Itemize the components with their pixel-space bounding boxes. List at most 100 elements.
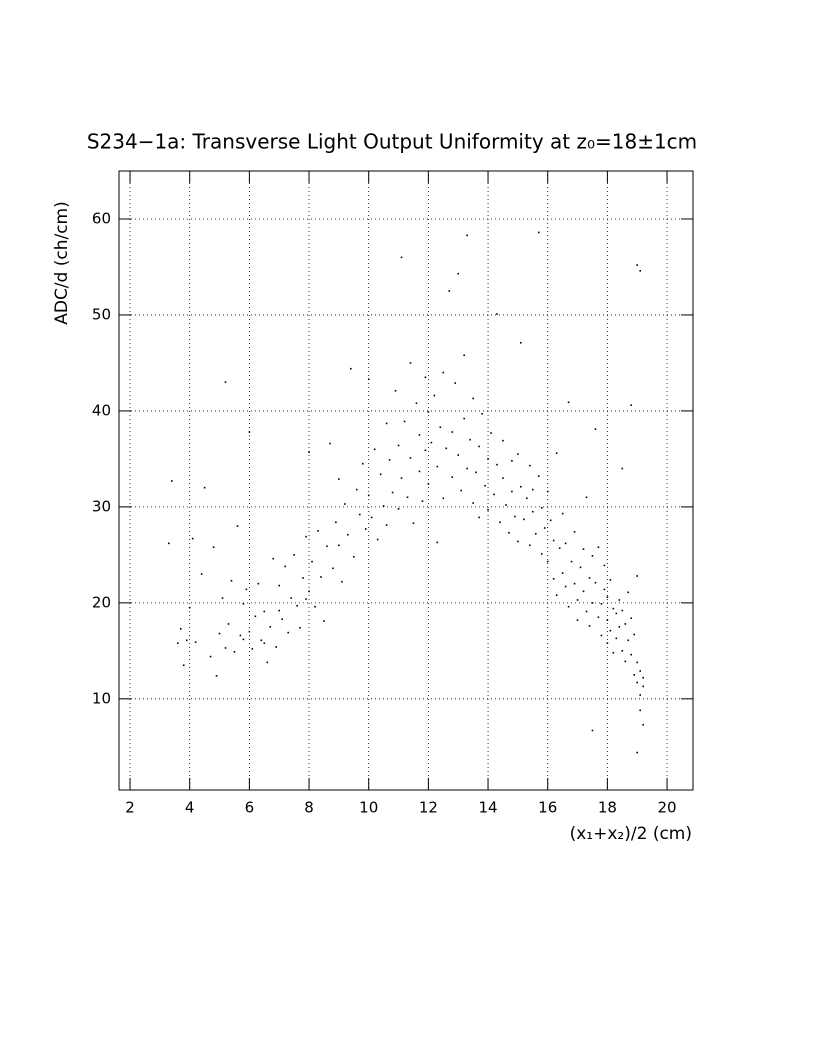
point xyxy=(612,651,615,654)
point xyxy=(472,502,474,504)
point xyxy=(260,639,263,642)
point xyxy=(636,681,639,684)
point xyxy=(582,590,585,593)
point xyxy=(242,638,245,641)
point xyxy=(496,463,498,466)
point xyxy=(463,417,465,420)
point xyxy=(540,507,543,509)
point xyxy=(329,442,331,445)
point xyxy=(511,460,513,462)
point xyxy=(293,554,295,556)
point xyxy=(427,483,430,485)
point xyxy=(305,598,307,600)
point xyxy=(275,646,278,648)
x-tick-label: 14 xyxy=(478,799,497,817)
point xyxy=(317,530,319,532)
point xyxy=(520,485,522,488)
point xyxy=(552,578,555,580)
point xyxy=(546,490,549,493)
point xyxy=(639,709,641,712)
point xyxy=(200,573,203,575)
point xyxy=(379,473,382,476)
point xyxy=(412,522,415,525)
point xyxy=(254,615,257,618)
x-tick-label: 20 xyxy=(657,799,676,817)
point xyxy=(606,596,609,598)
point xyxy=(567,605,570,608)
point xyxy=(418,434,421,436)
point xyxy=(600,603,603,605)
point xyxy=(236,525,239,527)
point xyxy=(457,272,460,275)
point xyxy=(344,503,346,505)
point xyxy=(215,674,218,677)
point xyxy=(642,676,644,679)
point xyxy=(397,444,400,447)
y-tick-label: 40 xyxy=(92,401,111,419)
point xyxy=(418,470,421,473)
point xyxy=(361,462,364,465)
point xyxy=(618,599,621,601)
point xyxy=(606,642,609,644)
point xyxy=(585,496,588,499)
point xyxy=(338,544,340,547)
point xyxy=(305,535,307,538)
point xyxy=(630,617,633,620)
point xyxy=(433,394,436,397)
point xyxy=(603,588,606,591)
point xyxy=(564,542,567,545)
point xyxy=(567,401,570,404)
point xyxy=(570,560,573,563)
point xyxy=(352,555,355,558)
point xyxy=(493,493,495,496)
y-axis-label: ADC/d (ch/cm) xyxy=(52,201,72,325)
point xyxy=(299,627,301,629)
point xyxy=(639,694,641,696)
plot-frame xyxy=(118,170,694,791)
point xyxy=(388,459,391,461)
point xyxy=(224,647,227,649)
point xyxy=(508,532,510,534)
point xyxy=(582,548,585,550)
point xyxy=(188,606,191,609)
point xyxy=(182,664,185,667)
point xyxy=(624,623,627,625)
point xyxy=(400,477,403,479)
point xyxy=(514,515,516,518)
point xyxy=(523,518,525,521)
point xyxy=(248,431,251,433)
point xyxy=(400,256,403,259)
point xyxy=(341,580,343,583)
point xyxy=(272,557,275,560)
point xyxy=(376,538,379,541)
point xyxy=(469,438,471,441)
point xyxy=(588,625,591,627)
point xyxy=(603,564,606,567)
point xyxy=(636,751,639,754)
point xyxy=(579,566,582,569)
point xyxy=(627,591,630,594)
point xyxy=(511,490,513,493)
point xyxy=(266,661,269,664)
point xyxy=(257,582,260,585)
point xyxy=(573,531,576,533)
point xyxy=(606,619,609,621)
point xyxy=(558,547,561,549)
point xyxy=(424,376,427,379)
point xyxy=(505,504,507,506)
point xyxy=(302,577,304,579)
point xyxy=(442,371,445,374)
point xyxy=(618,626,621,628)
point xyxy=(448,290,451,292)
x-tick-label: 2 xyxy=(125,799,135,817)
point xyxy=(409,457,412,459)
point xyxy=(439,426,442,429)
point xyxy=(472,397,474,400)
x-tick-label: 12 xyxy=(419,799,438,817)
point xyxy=(311,560,313,563)
point xyxy=(385,524,388,526)
point xyxy=(621,467,624,470)
point xyxy=(633,633,636,636)
